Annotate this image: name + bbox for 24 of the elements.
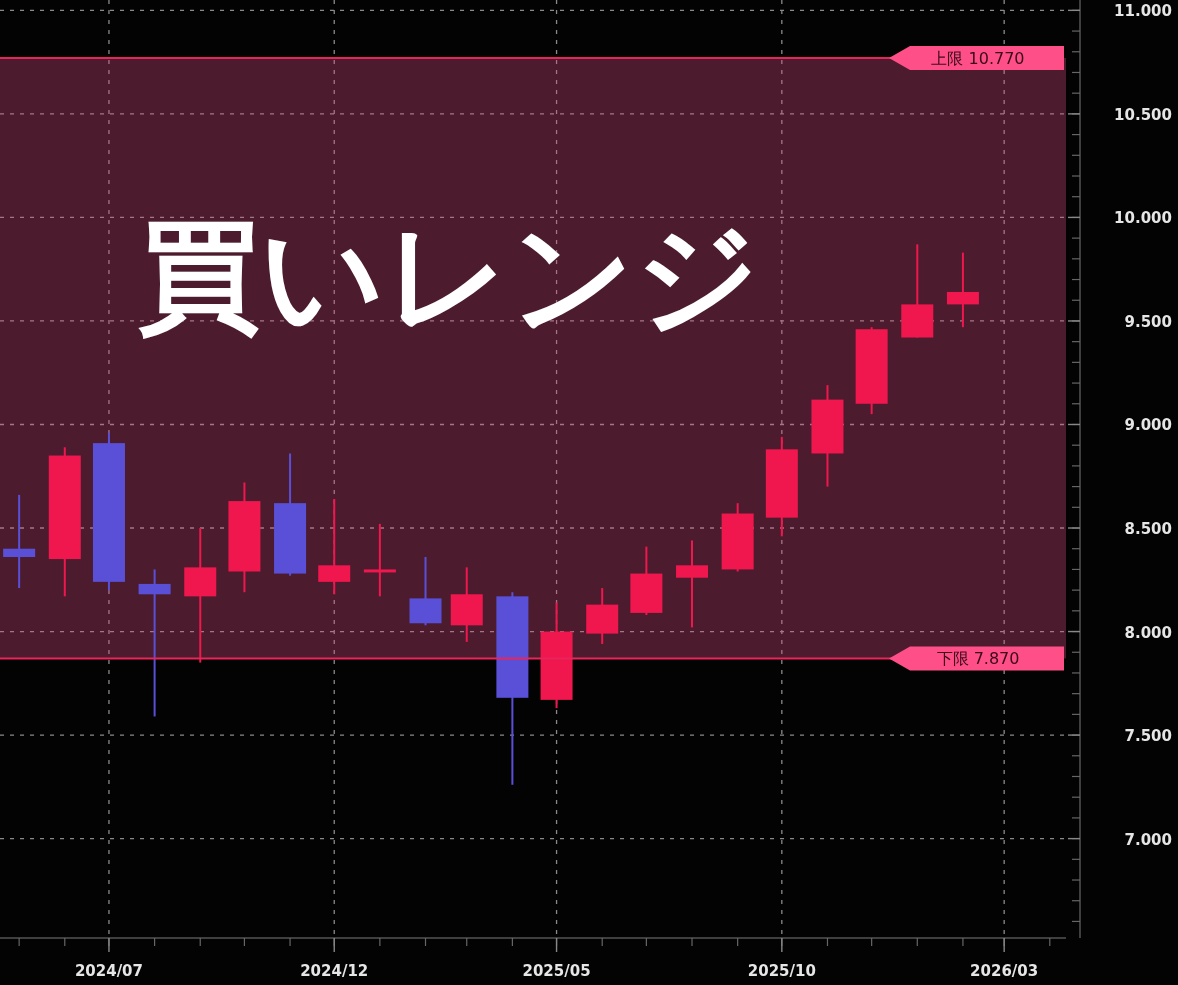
candlestick <box>676 539 709 629</box>
ref-line-label: 下限 7.870 <box>936 649 1020 669</box>
annotation: 買いレンジ <box>138 205 760 347</box>
candlestick <box>363 522 396 598</box>
y-tick-label: 10.500 <box>1114 105 1172 124</box>
y-tick-label: 11.000 <box>1114 2 1172 21</box>
x-tick-label: 2025/05 <box>522 962 591 980</box>
candlestick <box>3 493 36 590</box>
x-tick-label: 2024/12 <box>300 962 369 980</box>
x-tick-label: 2026/03 <box>970 962 1039 980</box>
y-tick-label: 9.500 <box>1124 312 1172 331</box>
ref-line-label: 上限 10.770 <box>931 48 1025 68</box>
y-tick-label: 9.000 <box>1124 416 1172 435</box>
candlestick <box>138 568 171 718</box>
y-tick-label: 8.000 <box>1124 623 1172 642</box>
y-tick-label: 8.500 <box>1124 520 1172 539</box>
x-tick-label: 2024/07 <box>74 962 144 980</box>
ref-tag: 下限 7.870 <box>889 646 1064 671</box>
x-tick-label: 2025/10 <box>747 962 816 980</box>
candlestick <box>318 498 351 596</box>
y-tick-label: 10.000 <box>1114 209 1172 228</box>
y-tick-label: 7.000 <box>1124 830 1172 849</box>
y-tick-label: 7.500 <box>1124 727 1172 746</box>
candlestick <box>946 251 979 329</box>
